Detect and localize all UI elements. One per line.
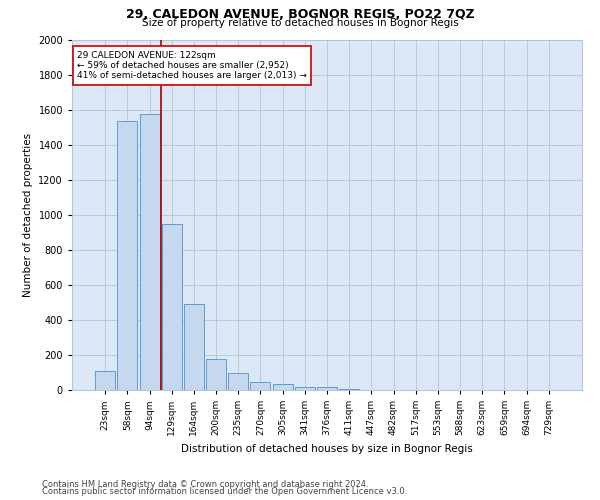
Bar <box>272 384 293 390</box>
Text: Contains public sector information licensed under the Open Government Licence v3: Contains public sector information licen… <box>42 488 407 496</box>
Bar <box>317 388 337 390</box>
Bar <box>295 386 315 390</box>
Bar <box>118 122 137 390</box>
Bar <box>140 114 160 390</box>
Bar <box>250 382 271 390</box>
Bar <box>184 304 204 390</box>
Text: 29 CALEDON AVENUE: 122sqm
← 59% of detached houses are smaller (2,952)
41% of se: 29 CALEDON AVENUE: 122sqm ← 59% of detac… <box>77 50 307 80</box>
X-axis label: Distribution of detached houses by size in Bognor Regis: Distribution of detached houses by size … <box>181 444 473 454</box>
Text: Contains HM Land Registry data © Crown copyright and database right 2024.: Contains HM Land Registry data © Crown c… <box>42 480 368 489</box>
Text: Size of property relative to detached houses in Bognor Regis: Size of property relative to detached ho… <box>142 18 458 28</box>
Bar <box>339 389 359 390</box>
Bar <box>206 358 226 390</box>
Bar <box>95 371 115 390</box>
Bar <box>228 374 248 390</box>
Y-axis label: Number of detached properties: Number of detached properties <box>23 133 33 297</box>
Bar <box>162 224 182 390</box>
Text: 29, CALEDON AVENUE, BOGNOR REGIS, PO22 7QZ: 29, CALEDON AVENUE, BOGNOR REGIS, PO22 7… <box>125 8 475 20</box>
